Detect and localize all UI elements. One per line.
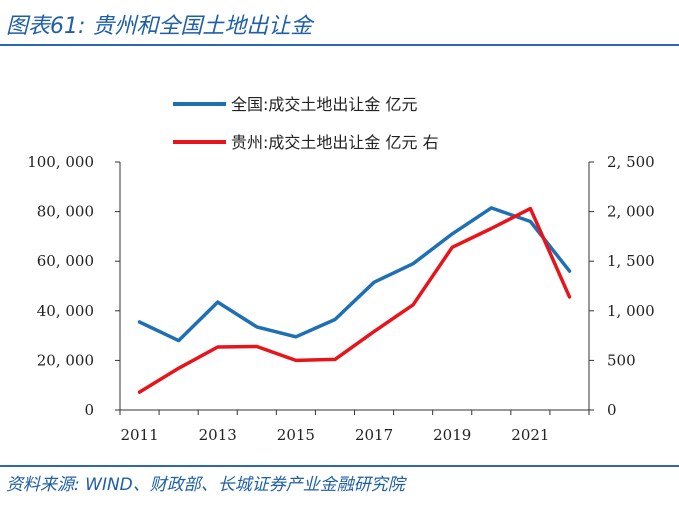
figure-title: 图表61: 贵州和全国土地出让金: [6, 14, 313, 39]
left-tick-label: 40, 000: [37, 302, 94, 320]
x-tick-label: 2021: [511, 426, 549, 444]
x-tick-label: 2017: [355, 426, 393, 444]
right-tick-label: 0: [607, 401, 617, 419]
right-tick-label: 2, 000: [607, 203, 655, 221]
x-tick-label: 2019: [433, 426, 471, 444]
source-divider: [0, 465, 679, 467]
left-tick-label: 100, 000: [27, 153, 94, 171]
legend-label-guizhou: 贵州:成交土地出让金 亿元 右: [231, 133, 439, 152]
left-tick-label: 20, 000: [37, 351, 94, 369]
series-lines: [137, 206, 572, 394]
right-tick-label: 500: [607, 351, 636, 369]
left-tick-label: 0: [84, 401, 94, 419]
right-tick-label: 1, 500: [607, 252, 655, 270]
series-line-national: [137, 206, 572, 343]
legend-label-national: 全国:成交土地出让金 亿元: [231, 95, 417, 114]
left-tick-label: 60, 000: [37, 252, 94, 270]
x-tick-label: 2013: [199, 426, 237, 444]
series-line-guizhou: [137, 206, 572, 394]
source-note: 资料来源: WIND、财政部、长城证券产业金融研究院: [6, 475, 405, 495]
x-tick-label: 2015: [277, 426, 315, 444]
right-tick-label: 2, 500: [607, 153, 655, 171]
right-tick-label: 1, 000: [607, 302, 655, 320]
x-tick-label: 2011: [120, 426, 158, 444]
axes: 0 20, 000 40, 000 60, 000 80, 000 100, 000 0 50…: [27, 153, 655, 444]
line-chart: 全国:成交土地出让金 亿元 贵州:成交土地出让金 亿元 右 0 20, 000 40…: [27, 95, 655, 444]
legend: 全国:成交土地出让金 亿元 贵州:成交土地出让金 亿元 右: [173, 95, 439, 152]
title-divider: [0, 44, 679, 46]
left-tick-label: 80, 000: [37, 203, 94, 221]
